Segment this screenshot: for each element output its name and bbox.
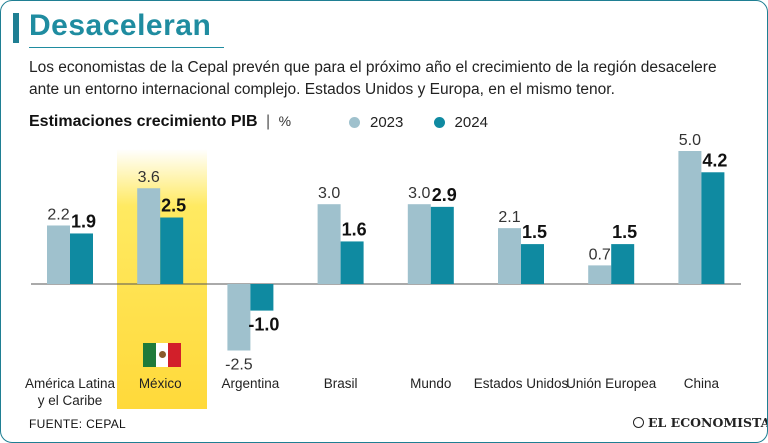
chart-header: Estimaciones crecimiento PIB | % (29, 113, 291, 131)
bar-2023-mexico (137, 188, 161, 284)
bar-2023-mundo (407, 204, 431, 284)
mexico-flag-icon (143, 343, 182, 367)
category-label-china: China (684, 376, 720, 391)
legend-label-2023: 2023 (370, 114, 404, 131)
category-label-brasil: Brasil (324, 376, 358, 391)
chart-title-separator: | (265, 113, 271, 130)
chart-unit: % (278, 113, 292, 129)
category-label-argentina: Argentina (222, 376, 280, 391)
value-label-2024-union-europea: 1.5 (612, 222, 637, 242)
bar-2024-union-europea (611, 244, 635, 284)
bar-2023-union-europea (588, 265, 612, 284)
bar-2024-brasil (340, 241, 364, 284)
chart-title: Estimaciones crecimiento PIB (29, 113, 258, 130)
value-label-2023-estados-unidos: 2.1 (498, 209, 520, 226)
source-note: FUENTE: CEPAL (29, 417, 127, 431)
bar-2024-mexico (160, 217, 184, 284)
legend-item-2024: 2024 (433, 114, 488, 131)
value-label-2024-china: 4.2 (702, 150, 727, 170)
brand-name: EL ECONOMISTA (648, 415, 768, 430)
value-label-2023-brasil: 3.0 (318, 185, 340, 202)
page-title: Desaceleran (29, 9, 212, 42)
bar-2024-china (701, 172, 725, 284)
value-label-2024-brasil: 1.6 (342, 219, 367, 239)
bar-2024-estados-unidos (521, 244, 544, 284)
value-label-2024-argentina: -1.0 (248, 315, 279, 335)
value-label-2023-union-europea: 0.7 (589, 246, 611, 263)
bar-2023-china (678, 151, 702, 284)
value-label-2023-argentina: -2.5 (225, 357, 253, 374)
bar-2024-argentina (250, 284, 274, 311)
value-label-2024-mundo: 2.9 (432, 185, 457, 205)
bar-2023-brasil (317, 204, 341, 284)
category-label-mexico: México (139, 376, 182, 391)
value-label-2024-mexico: 2.5 (161, 196, 186, 216)
brand-logo: EL ECONOMISTA (633, 415, 768, 430)
bar-2023-argentina (227, 284, 251, 351)
legend-item-2023: 2023 (349, 114, 403, 131)
legend-dot-2024 (433, 117, 445, 128)
intro-paragraph: Los economistas de la Cepal prevén que p… (29, 59, 717, 98)
category-label-america-latina-y-el-caribe-line2: y el Caribe (38, 393, 103, 408)
value-label-2024-estados-unidos: 1.5 (522, 222, 547, 242)
value-label-2023-mundo: 3.0 (408, 185, 430, 202)
category-label-america-latina-y-el-caribe-line1: América Latina (25, 376, 116, 391)
value-label-2023-america-latina-y-el-caribe: 2.2 (47, 206, 69, 223)
bar-2023-estados-unidos (498, 228, 521, 284)
brand-logo-icon (633, 417, 644, 428)
category-label-mundo: Mundo (410, 376, 451, 391)
value-label-2024-america-latina-y-el-caribe: 1.9 (71, 211, 96, 231)
category-label-union-europea: Unión Europea (566, 376, 657, 391)
chart-legend: 2023 2024 (349, 114, 514, 131)
legend-dot-2023 (349, 117, 360, 128)
title-underline (29, 47, 224, 48)
value-label-2023-china: 5.0 (679, 132, 701, 149)
title-accent-bar (13, 13, 19, 43)
bar-2024-america-latina-y-el-caribe (70, 233, 93, 284)
category-label-estados-unidos: Estados Unidos (474, 376, 569, 391)
legend-label-2024: 2024 (454, 114, 488, 131)
bar-2023-america-latina-y-el-caribe (47, 225, 70, 284)
value-label-2023-mexico: 3.6 (138, 169, 160, 186)
bar-2024-mundo (430, 206, 454, 284)
